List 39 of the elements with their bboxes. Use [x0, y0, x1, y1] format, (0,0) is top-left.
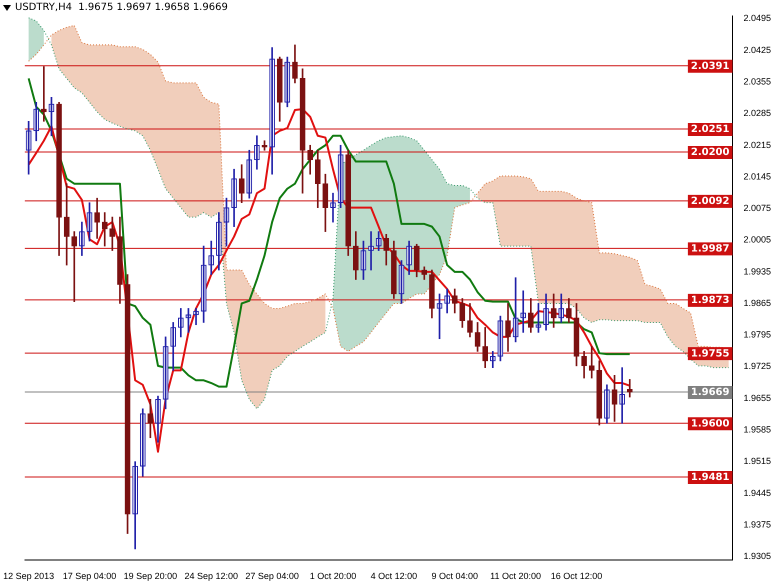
y-tick-label: 1.9795: [743, 330, 772, 340]
chart-title: USDTRY,H4 1.9675 1.9697 1.9658 1.9669: [15, 2, 228, 13]
ref-line-label: 1.9669: [690, 387, 730, 398]
y-tick-label: 2.0075: [743, 203, 772, 214]
y-tick-label: 1.9445: [743, 488, 772, 498]
ref-line-label: 1.9481: [690, 472, 730, 484]
x-tick-label: 11 Oct 20:00: [490, 571, 542, 582]
y-tick-label: 2.0285: [743, 108, 772, 118]
x-tick-label: 12 Sep 2013: [3, 571, 54, 582]
y-tick-label: 1.9515: [743, 456, 772, 466]
ref-line-label: 2.0092: [690, 196, 730, 207]
y-tick-label: 1.9725: [743, 361, 772, 372]
y-tick-label: 2.0425: [743, 44, 772, 55]
ref-line-label: 1.9600: [690, 418, 730, 430]
x-tick-label: 19 Sep 20:00: [124, 571, 178, 582]
x-tick-label: 9 Oct 04:00: [431, 571, 478, 582]
ref-line-label: 2.0251: [690, 124, 730, 136]
x-tick-label: 1 Oct 20:00: [310, 571, 356, 582]
x-tick-label: 17 Sep 04:00: [62, 571, 116, 582]
y-tick-label: 2.0145: [743, 171, 772, 182]
y-tick-label: 1.9375: [743, 519, 772, 530]
y-tick-label: 2.0495: [743, 13, 772, 24]
ref-line-label: 1.9987: [690, 243, 730, 254]
ref-line-label: 2.0391: [690, 60, 730, 72]
y-tick-label: 1.9585: [743, 424, 772, 435]
y-tick-label: 1.9865: [743, 298, 772, 308]
ref-line-label: 1.9873: [690, 294, 730, 306]
y-tick-label: 1.9305: [743, 551, 772, 562]
y-tick-label: 1.9655: [743, 392, 772, 403]
x-tick-label: 4 Oct 12:00: [370, 571, 418, 582]
y-tick-label: 2.0005: [743, 234, 772, 245]
y-tick-label: 2.0355: [743, 76, 772, 86]
x-tick-label: 27 Sep 04:00: [245, 571, 299, 582]
y-tick-label: 1.9935: [743, 266, 772, 276]
ref-line-label: 2.0200: [690, 147, 730, 158]
x-tick-label: 16 Oct 12:00: [550, 571, 602, 582]
y-tick-label: 2.0215: [743, 140, 772, 150]
ref-line-label: 1.9755: [690, 348, 730, 360]
x-tick-label: 24 Sep 12:00: [184, 571, 238, 582]
